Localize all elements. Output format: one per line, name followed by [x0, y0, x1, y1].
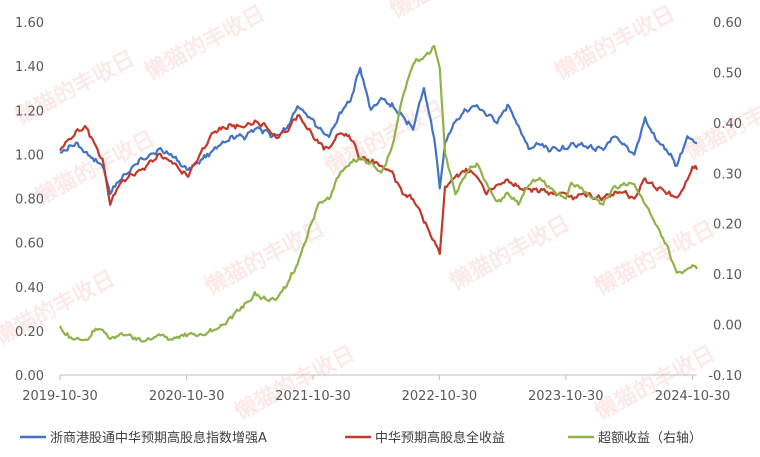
- x-tick-label: 2020-10-30: [149, 389, 225, 404]
- right-y-tick-label: 0.20: [713, 218, 742, 233]
- right-y-tick-label: 0.00: [713, 319, 742, 334]
- right-y-tick-label: 0.10: [713, 268, 742, 283]
- left-y-tick-label: 1.60: [15, 16, 44, 31]
- x-tick-label: 2023-10-30: [528, 389, 604, 404]
- watermark-text: 懒猫的丰收日: [141, 0, 270, 85]
- left-y-tick-label: 0.80: [15, 193, 44, 208]
- left-y-tick-label: 0.20: [15, 325, 44, 340]
- left-y-tick-label: 1.00: [15, 148, 44, 163]
- right-y-tick-label: 0.40: [713, 117, 742, 132]
- left-y-tick-label: 0.40: [15, 281, 44, 296]
- x-tick-label: 2019-10-30: [22, 389, 98, 404]
- watermark-text: 懒猫的丰收日: [446, 210, 575, 295]
- watermark-text: 懒猫的丰收日: [551, 0, 680, 85]
- watermark-text: 懒猫的丰收日: [231, 340, 360, 425]
- right-y-tick-label: 0.30: [713, 167, 742, 182]
- legend: 浙商港股通中华预期高股息指数增强A 中华预期高股息全收益 超额收益（右轴）: [20, 430, 702, 446]
- watermark-text: 懒猫的丰收日: [591, 340, 720, 425]
- series-line-2: [59, 114, 699, 255]
- right-y-tick-label: 0.50: [713, 66, 742, 81]
- left-y-tick-label: 1.40: [15, 60, 44, 75]
- left-y-tick-label: 0.00: [15, 369, 44, 384]
- watermark-text: 懒猫的丰收日: [386, 0, 515, 23]
- right-y-tick-label: -0.10: [708, 369, 742, 384]
- x-tick-label: 2024-10-30: [655, 389, 731, 404]
- x-tick-label: 2022-10-30: [402, 389, 478, 404]
- series-lines: [59, 44, 699, 343]
- watermark-text: 懒猫的丰收日: [31, 125, 160, 210]
- watermark-text: 懒猫的丰收日: [591, 215, 720, 300]
- legend-label: 超额收益（右轴）: [598, 431, 702, 446]
- series-line-1: [59, 66, 698, 196]
- left-y-axis-ticks: 0.00 0.20 0.40 0.60 0.80 1.00 1.20 1.40 1.60: [15, 16, 44, 384]
- x-axis-ticks: 2019-10-30 2020-10-30 2021-10-30 2022-10-30…: [22, 375, 730, 404]
- legend-label: 中华预期高股息全收益: [375, 430, 505, 446]
- left-y-tick-label: 0.60: [15, 237, 44, 252]
- left-y-tick-label: 1.20: [15, 104, 44, 119]
- x-tick-label: 2021-10-30: [275, 389, 351, 404]
- right-y-axis-ticks: -0.10 0.00 0.10 0.20 0.30 0.40 0.50 0.60: [708, 16, 742, 384]
- legend-label: 浙商港股通中华预期高股息指数增强A: [50, 430, 267, 446]
- series-line-3: [59, 44, 698, 343]
- right-y-tick-label: 0.60: [713, 16, 742, 31]
